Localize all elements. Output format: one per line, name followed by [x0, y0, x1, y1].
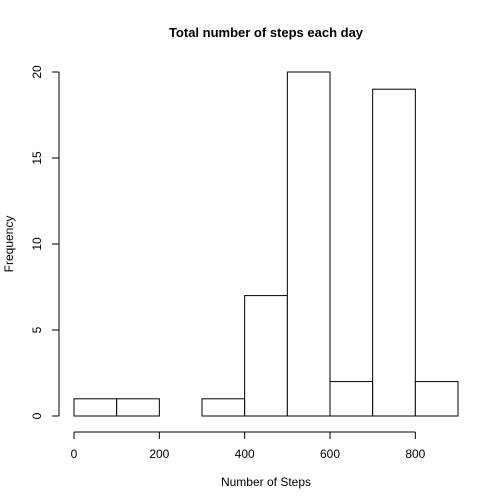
histogram-bar-8 [414, 381, 459, 417]
y-tick-label-1: 5 [30, 326, 44, 333]
histogram-bar-7 [372, 88, 416, 417]
y-tick-label-2: 10 [30, 237, 44, 251]
y-axis-label: Frequency [2, 216, 16, 273]
x-tick-label-1: 200 [149, 447, 169, 461]
x-tick-label-0: 0 [71, 447, 78, 461]
histogram-bar-5 [286, 71, 331, 417]
histogram-bar-1 [116, 398, 160, 417]
x-tick-label-4: 800 [405, 447, 425, 461]
histogram-bar-4 [244, 295, 288, 417]
bars-group [73, 71, 459, 417]
y-tick-label-0: 0 [30, 412, 44, 419]
chart-title: Total number of steps each day [169, 25, 364, 40]
y-tick-label-3: 15 [30, 151, 44, 165]
histogram-bar-3 [201, 398, 246, 417]
y-tick-label-4: 20 [30, 65, 44, 79]
x-tick-label-2: 400 [235, 447, 255, 461]
x-axis-label: Number of Steps [221, 475, 311, 489]
y-axis: 0 5 10 15 20 [30, 65, 60, 419]
x-axis: 0 200 400 600 800 [71, 431, 426, 461]
histogram-bar-0 [73, 398, 118, 417]
histogram-bar-6 [329, 381, 374, 417]
x-tick-label-3: 600 [320, 447, 340, 461]
